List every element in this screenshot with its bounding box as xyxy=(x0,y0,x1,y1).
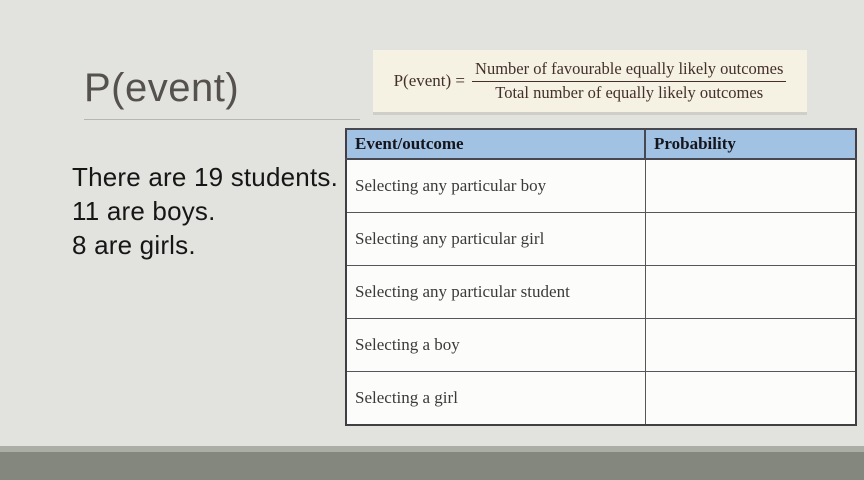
table-row: Selecting a boy xyxy=(345,318,857,372)
probability-cell xyxy=(644,158,857,213)
table-row: Selecting any particular student xyxy=(345,265,857,319)
probability-cell xyxy=(644,265,857,319)
probability-cell xyxy=(644,318,857,372)
students-info-text: There are 19 students. 11 are boys. 8 ar… xyxy=(72,160,338,262)
column-header-event-outcome: Event/outcome xyxy=(345,128,646,160)
page-title: P(event) xyxy=(84,66,240,110)
table-row: Selecting a girl xyxy=(345,371,857,426)
table-header-row: Event/outcome Probability xyxy=(345,128,857,160)
event-cell: Selecting any particular girl xyxy=(345,212,646,266)
info-line-girls: 8 are girls. xyxy=(72,230,196,260)
column-header-probability: Probability xyxy=(644,128,857,160)
event-cell: Selecting a boy xyxy=(345,318,646,372)
bottom-bar xyxy=(0,452,864,480)
table-row: Selecting any particular boy xyxy=(345,158,857,213)
probability-formula-box: P(event) = Number of favourable equally … xyxy=(373,50,807,112)
info-line-students: There are 19 students. xyxy=(72,162,338,192)
bottom-accent-strip xyxy=(0,446,864,452)
probability-cell xyxy=(644,212,857,266)
event-cell: Selecting a girl xyxy=(345,371,646,426)
table-row: Selecting any particular girl xyxy=(345,212,857,266)
formula-numerator: Number of favourable equally likely outc… xyxy=(472,59,787,82)
probability-cell xyxy=(644,371,857,426)
formula-denominator: Total number of equally likely outcomes xyxy=(495,82,764,102)
formula-fraction: Number of favourable equally likely outc… xyxy=(472,59,787,103)
event-cell: Selecting any particular student xyxy=(345,265,646,319)
title-divider xyxy=(84,119,360,120)
formula-lhs: P(event) = xyxy=(393,71,466,90)
probability-table: Event/outcome Probability Selecting any … xyxy=(345,128,857,426)
info-line-boys: 11 are boys. xyxy=(72,196,216,226)
event-cell: Selecting any particular boy xyxy=(345,158,646,213)
